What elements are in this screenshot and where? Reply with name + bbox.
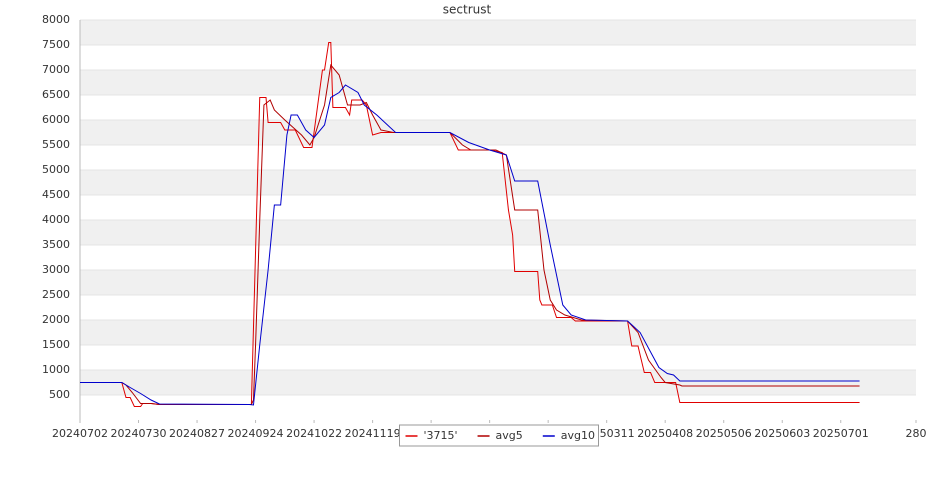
grid-band [80,270,916,295]
y-tick-label: 6500 [42,88,70,101]
y-tick-label: 1000 [42,363,70,376]
y-tick-label: 7000 [42,63,70,76]
grid-band [80,70,916,95]
legend-box [399,424,599,447]
y-tick-label: 8000 [42,13,70,26]
series-line [80,84,860,406]
y-tick-label: 5000 [42,163,70,176]
grid-band [80,120,916,145]
grid-band [80,320,916,345]
x-tick-label: 20240827 [169,427,225,440]
y-tick-label: 2500 [42,288,70,301]
grid-band [80,170,916,195]
y-tick-label: 3500 [42,238,70,251]
x-tick-label: 20240702 [52,427,108,440]
x-tick-label: 20240730 [111,427,167,440]
y-tick-label: 4500 [42,188,70,201]
legend-label: '3715' [424,429,458,442]
y-tick-label: 500 [49,388,70,401]
x-tick-label: 20250408 [637,427,693,440]
legend-label: avg10 [561,429,595,442]
legend-label: avg5 [496,429,523,442]
grid-band [80,370,916,395]
y-tick-label: 4000 [42,213,70,226]
y-tick-label: 1500 [42,338,70,351]
y-tick-label: 2000 [42,313,70,326]
x-tick-label: 20241022 [286,427,342,440]
x-tick-label: 20240924 [228,427,284,440]
legend: '3715' avg5 avg10 [399,424,599,447]
y-tick-label: 6000 [42,113,70,126]
y-tick-label: 7500 [42,38,70,51]
grid-band [80,20,916,45]
grid-band [80,220,916,245]
x-tick-label: 20250603 [754,427,810,440]
y-tick-label: 5500 [42,138,70,151]
chart-title: sectrust [443,3,492,17]
x-tick-label: 20250506 [696,427,752,440]
x-tick-label: 20250701 [813,427,869,440]
x-tick-label: 20241119 [345,427,401,440]
y-tick-label: 3000 [42,263,70,276]
x-tick-label: 280 [906,427,927,440]
